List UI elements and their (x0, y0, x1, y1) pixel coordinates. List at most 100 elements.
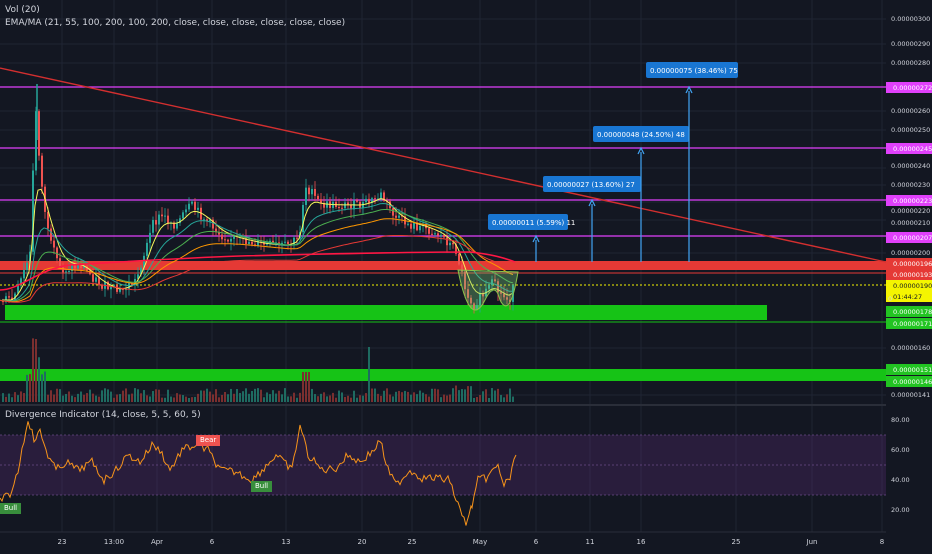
volume-bar (248, 393, 250, 402)
volume-bar (464, 389, 466, 402)
volume-bar (461, 389, 463, 402)
candle-body (98, 277, 100, 286)
price-level-badge (886, 143, 932, 154)
candle-body (20, 278, 22, 284)
candle-body (74, 265, 76, 269)
volume-bar (332, 392, 334, 402)
volume-bar (500, 394, 502, 402)
volume-bar (224, 391, 226, 402)
price-axis-tick: 0.00000290 (891, 40, 930, 48)
candle-body (509, 299, 511, 302)
volume-bar (506, 394, 508, 402)
candle-body (56, 247, 58, 259)
volume-bar (14, 392, 16, 402)
candle-body (347, 202, 349, 205)
candle-body (68, 270, 70, 272)
candle-body (491, 279, 493, 286)
candle-body (122, 288, 124, 290)
candle-body (317, 195, 319, 200)
volume-bar (443, 394, 445, 402)
candle-body (443, 234, 445, 238)
volume-bar (404, 390, 406, 402)
candle-body (185, 209, 187, 213)
price-level-badge-text: 0.00000190 (893, 282, 932, 290)
volume-bar (53, 394, 55, 402)
volume-bar (347, 395, 349, 402)
descending-trendline (0, 67, 887, 263)
volume-bar (374, 388, 376, 402)
ema-indicator-label[interactable]: EMA/MA (21, 55, 100, 200, 100, 200, clos… (5, 18, 346, 28)
volume-bar (119, 394, 121, 402)
moving-averages (0, 188, 516, 303)
volume-bar (398, 390, 400, 402)
volume-bar (314, 394, 316, 402)
candle-body (149, 232, 151, 243)
price-axis-tick: 0.00000200 (891, 249, 930, 257)
volume-bar (149, 396, 151, 402)
volume-bar (173, 397, 175, 402)
volume-bar (410, 394, 412, 402)
volume-bar (146, 395, 148, 402)
volume-bar (512, 396, 514, 402)
candle-body (143, 255, 145, 268)
candle-body (398, 215, 400, 218)
volume-bar (305, 372, 307, 402)
divergence-oscillator: 80.00 60.00 40.00 20.00 (0, 416, 910, 526)
divergence-indicator-label[interactable]: Divergence Indicator (14, close, 5, 5, 6… (5, 410, 201, 420)
volume-bar (497, 388, 499, 402)
volume-bar (425, 394, 427, 402)
candle-body (233, 235, 235, 239)
volume-bar (179, 394, 181, 402)
candle-body (416, 222, 418, 231)
volume-bar (170, 396, 172, 402)
candle-body (338, 207, 340, 209)
candle-body (179, 218, 181, 224)
candle-body (296, 237, 298, 239)
candle-body (110, 285, 112, 290)
volume-bar (200, 390, 202, 402)
volume-bars (2, 338, 514, 402)
volume-bar (395, 391, 397, 402)
volume-bar (74, 397, 76, 402)
volume-bar (326, 396, 328, 402)
volume-bar (20, 391, 22, 402)
price-level-badge (886, 318, 932, 329)
candle-body (191, 201, 193, 204)
price-axis-tick: 0.00000141 (891, 391, 930, 399)
candle-body (440, 234, 442, 236)
price-measure-annotations: 0.00000011 (5.59%) 11 0.00000027 (13.60%)… (488, 62, 738, 262)
candle-body (467, 289, 469, 298)
candle-body (65, 271, 67, 273)
time-axis-label: 8 (880, 538, 884, 546)
volume-bar (245, 388, 247, 402)
candle-body (5, 296, 7, 303)
moving-average-line (0, 251, 516, 291)
candle-body (26, 262, 28, 270)
volume-bar (98, 396, 100, 402)
time-axis: 23 13:00 Apr 6 13 20 25 May 6 11 16 25 Jun 8 (0, 531, 886, 546)
candle-body (464, 271, 466, 290)
volume-bar (458, 390, 460, 402)
candle-body (161, 214, 163, 217)
volume-bar (158, 389, 160, 402)
candle-body (35, 111, 37, 171)
volume-bar (299, 392, 301, 402)
time-axis-label: Jun (806, 538, 818, 546)
volume-indicator-label[interactable]: Vol (20) (5, 5, 40, 15)
candle-body (479, 293, 481, 306)
volume-bar (50, 390, 52, 402)
volume-bar (44, 371, 46, 402)
price-axis-tick: 0 (888, 295, 892, 303)
support-zone (0, 369, 886, 381)
volume-bar (239, 393, 241, 402)
candle-body (428, 228, 430, 234)
volume-bar (509, 388, 511, 402)
volume-bar (356, 397, 358, 402)
candle-body (41, 155, 43, 187)
volume-bar (167, 389, 169, 402)
price-level-badge-text: 0.00000272 (893, 84, 932, 92)
candle-body (164, 215, 166, 217)
volume-bar (428, 396, 430, 402)
